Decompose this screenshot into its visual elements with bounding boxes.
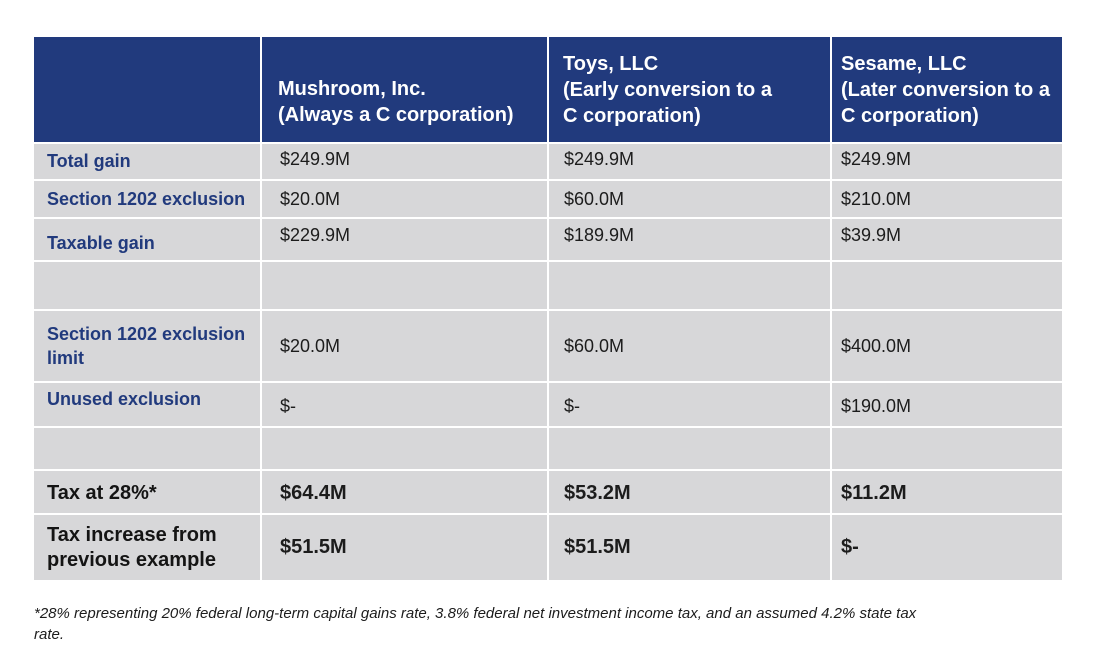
row-label: Tax at 28%*	[34, 470, 262, 515]
table-row: Unused exclusion $- $- $190.0M	[34, 382, 1062, 428]
table-cell: $60.0M	[548, 180, 832, 219]
table-cell: $51.5M	[548, 514, 832, 580]
table-row-total: Tax increase from previous example $51.5…	[34, 514, 1062, 580]
header-line: Sesame, LLC	[841, 53, 967, 75]
table-cell	[261, 427, 549, 471]
row-label: Total gain	[34, 143, 262, 181]
table-cell: $-	[831, 514, 1062, 580]
table-row: Section 1202 exclusion $20.0M $60.0M $21…	[34, 180, 1062, 219]
table-row: Section 1202 exclusion limit $20.0M $60.…	[34, 310, 1062, 383]
header-cell-toys: Toys, LLC (Early conversion to a C corpo…	[548, 37, 832, 144]
table-cell: $53.2M	[548, 470, 832, 515]
row-label: Unused exclusion	[34, 382, 262, 428]
header-line: (Later conversion to a	[841, 79, 1050, 101]
footnote: *28% representing 20% federal long-term …	[34, 605, 917, 643]
table-cell	[831, 427, 1062, 471]
table-cell: $20.0M	[261, 310, 549, 383]
table-cell: $-	[261, 382, 549, 428]
table-cell	[261, 261, 549, 311]
table-cell: $39.9M	[831, 218, 1062, 262]
table-cell: $51.5M	[261, 514, 549, 580]
table-cell: $-	[548, 382, 832, 428]
table-cell: $400.0M	[831, 310, 1062, 383]
table-row-spacer	[34, 261, 1062, 311]
table-cell: $249.9M	[548, 143, 832, 181]
row-label	[34, 261, 262, 311]
table-cell: $20.0M	[261, 180, 549, 219]
header-cell-mushroom: Mushroom, Inc. (Always a C corporation)	[261, 37, 549, 144]
comparison-table: Mushroom, Inc. (Always a C corporation) …	[34, 37, 1062, 580]
row-label: Taxable gain	[34, 218, 262, 262]
table-cell: $249.9M	[261, 143, 549, 181]
table-cell	[831, 261, 1062, 311]
table-cell: $229.9M	[261, 218, 549, 262]
header-cell-empty	[34, 37, 262, 144]
table-cell: $64.4M	[261, 470, 549, 515]
header-line: C corporation)	[841, 105, 979, 127]
header-line: Mushroom, Inc.	[278, 78, 426, 100]
row-label: Section 1202 exclusion limit	[34, 310, 262, 383]
table-cell: $11.2M	[831, 470, 1062, 515]
table-cell: $210.0M	[831, 180, 1062, 219]
row-label: Tax increase from previous example	[34, 514, 262, 580]
row-label: Section 1202 exclusion	[34, 180, 262, 219]
header-line: C corporation)	[563, 105, 701, 127]
table-row-total: Tax at 28%* $64.4M $53.2M $11.2M	[34, 470, 1062, 515]
row-label	[34, 427, 262, 471]
table-row-spacer	[34, 427, 1062, 471]
table-cell: $189.9M	[548, 218, 832, 262]
table-row: Taxable gain $229.9M $189.9M $39.9M	[34, 218, 1062, 262]
table-cell: $249.9M	[831, 143, 1062, 181]
header-line: (Always a C corporation)	[278, 104, 514, 126]
header-line: (Early conversion to a	[563, 79, 772, 101]
header-row: Mushroom, Inc. (Always a C corporation) …	[34, 37, 1062, 144]
table-row: Total gain $249.9M $249.9M $249.9M	[34, 143, 1062, 181]
header-cell-sesame: Sesame, LLC (Later conversion to a C cor…	[831, 37, 1062, 144]
table-cell: $60.0M	[548, 310, 832, 383]
table-cell	[548, 261, 832, 311]
table-cell	[548, 427, 832, 471]
header-line: Toys, LLC	[563, 53, 659, 75]
table-cell: $190.0M	[831, 382, 1062, 428]
